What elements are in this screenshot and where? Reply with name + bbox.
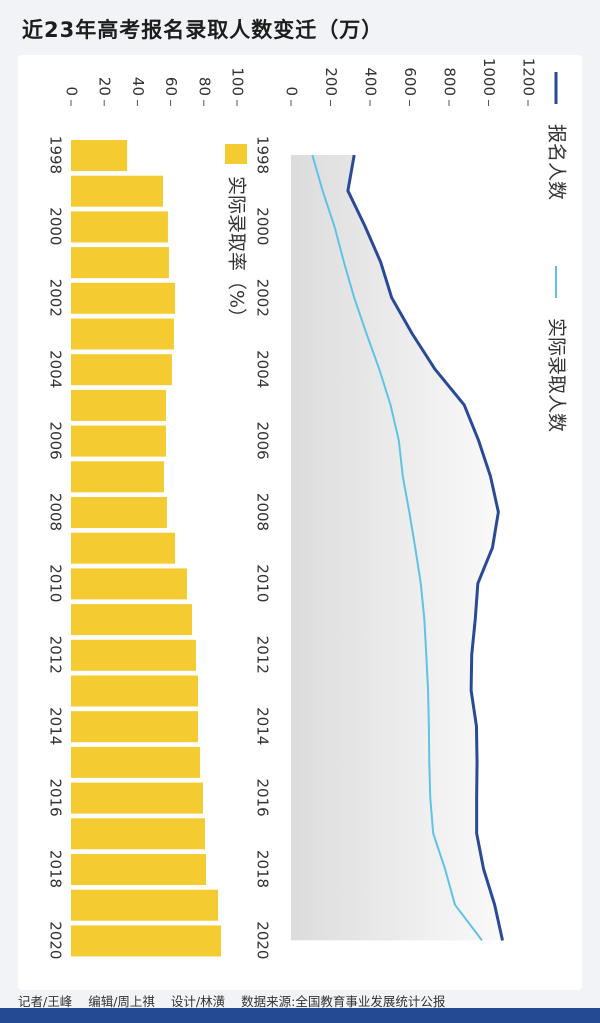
rate-bar [71,389,166,421]
year-label: 2020 [47,921,65,959]
y-tick-label: 100 [229,67,247,96]
y-tick-label: 0 [63,86,81,96]
y-tick-label: 0 [283,86,301,96]
editor-credit: 编辑/周上祺 [88,994,155,1009]
year-label: 1998 [254,136,272,174]
credits: 记者/王峰 编辑/周上祺 设计/林潢 数据来源:全国教育事业发展统计公报 [18,991,457,1010]
rate-bar [71,782,203,814]
rate-bar [71,425,166,457]
year-label: 2004 [254,350,272,388]
rate-bar [71,711,198,743]
y-tick-label: 20 [96,77,114,96]
bottom-bar [0,1008,600,1023]
rate-bar [71,175,163,207]
rate-bar [71,461,164,493]
year-label: 2002 [47,279,65,317]
year-label: 2006 [47,422,65,460]
year-label: 2018 [47,850,65,888]
year-label: 2010 [254,564,272,602]
year-label: 2012 [254,636,272,674]
year-label: 2014 [47,707,65,745]
registered-line [346,154,504,941]
y-tick-label: 600 [401,67,419,96]
rate-bar [71,318,174,350]
rate-bar [71,532,176,564]
y-tick-label: 800 [441,67,459,96]
reporter-credit: 记者/王峰 [18,994,73,1009]
year-label: 2016 [254,779,272,817]
year-label: 2020 [254,921,272,959]
y-tick-label: 60 [162,77,180,96]
rate-bar [71,854,206,885]
rate-bar [71,211,168,243]
year-label: 2000 [47,207,65,245]
line-chart: 0 200 400 600 800 1000 1200 1998 2000 2002 2004 200… [254,58,538,960]
rate-bar [71,818,205,850]
legend-registered-label: 报名人数 [546,124,568,200]
admitted-line [311,154,483,942]
rate-bar [71,497,167,528]
rate-bar [71,639,196,671]
y-tick-label: 400 [362,67,380,96]
year-label: 2012 [47,636,65,674]
design-credit: 设计/林潢 [170,994,226,1009]
rate-bar [71,889,219,921]
year-label: 2006 [254,422,272,460]
rate-bar [71,354,172,386]
year-label: 2014 [254,707,272,745]
y-tick-label: 40 [129,77,147,96]
area-band [291,155,503,941]
rate-bar [71,568,188,600]
year-label: 2016 [47,779,65,817]
rate-bar [71,247,169,279]
source-credit: 数据来源:全国教育事业发展统计公报 [241,994,446,1009]
y-tick-label: 80 [195,77,213,96]
year-label: 2002 [254,279,272,317]
bar-chart: 0 20 40 60 80 100 1998 2000 2002 2004 2006 2008 2010… [47,67,247,959]
rate-bar [71,604,193,636]
year-label: 2000 [254,207,272,245]
page-title: 近23年高考报名录取人数变迁（万） [22,18,384,42]
legend-rate-label: 实际录取率（%） [226,176,248,327]
rate-bar [71,675,198,707]
rate-bar [71,140,128,171]
year-label: 2008 [47,493,65,531]
year-label: 2018 [254,850,272,888]
rate-bar [71,925,222,957]
rate-bar [71,746,200,778]
year-label: 2008 [254,493,272,531]
year-label: 1998 [47,136,65,174]
rate-bar [71,282,176,314]
year-label: 2004 [47,350,65,388]
y-tick-label: 200 [322,67,340,96]
legend-rate-swatch [225,144,247,164]
legend-admitted-label: 实际录取人数 [546,318,568,432]
year-label: 2010 [47,564,65,602]
y-tick-label: 1200 [520,58,538,96]
y-tick-label: 1000 [480,58,498,96]
